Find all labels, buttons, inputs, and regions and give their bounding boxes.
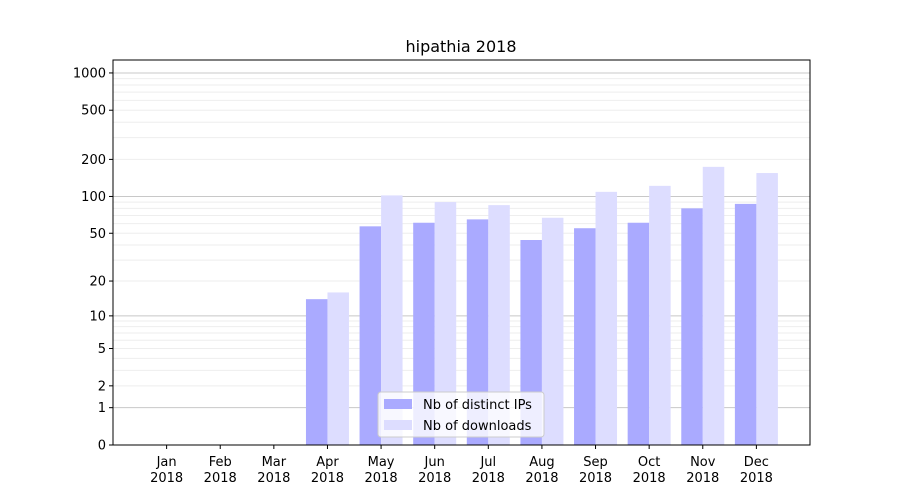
x-tick-label: Jan: [156, 455, 177, 470]
x-tick-label: Mar: [262, 455, 287, 470]
legend-label-downloads: Nb of downloads: [423, 419, 532, 434]
x-tick-label: 2018: [740, 471, 773, 486]
bar-downloads: [541, 217, 564, 445]
x-tick-label: 2018: [311, 471, 344, 486]
x-tick-label: May: [368, 455, 395, 470]
y-tick-label: 2: [98, 379, 106, 394]
x-tick-label: 2018: [472, 471, 505, 486]
bar-ips: [734, 203, 757, 445]
y-tick-label: 50: [89, 227, 106, 242]
x-tick-label: Nov: [690, 455, 716, 470]
y-tick-label: 100: [81, 190, 106, 205]
y-tick-label: 5: [98, 342, 106, 357]
x-tick-label: 2018: [579, 471, 612, 486]
bar-downloads: [434, 202, 457, 445]
y-tick-label: 200: [81, 153, 106, 168]
plot-frame: [112, 59, 811, 446]
chart-title: hipathia 2018: [405, 37, 516, 56]
bar-ips: [359, 226, 382, 445]
legend-label-ips: Nb of distinct IPs: [423, 398, 532, 413]
x-tick-label: Jul: [479, 455, 496, 470]
x-tick-label: Apr: [316, 455, 339, 470]
bar-downloads: [756, 173, 778, 445]
bar-ips: [681, 208, 703, 445]
y-tick-label: 1000: [73, 66, 106, 81]
bar-ips: [574, 228, 596, 445]
x-tick-label: Sep: [583, 455, 608, 470]
x-axis: Jan2018Feb2018Mar2018Apr2018May2018Jun20…: [150, 445, 773, 486]
bars: [305, 166, 778, 446]
x-tick-label: 2018: [257, 471, 290, 486]
bar-downloads: [381, 195, 403, 445]
y-axis: 0 1 2 5 10 20 50 100 200 500 1000: [73, 66, 113, 454]
x-tick-label: 2018: [365, 471, 398, 486]
legend-swatch-downloads: [384, 420, 412, 430]
bar-ips: [627, 222, 650, 445]
y-tick-label: 1: [98, 401, 106, 416]
bar-ips: [466, 219, 489, 445]
x-tick-label: Oct: [638, 455, 660, 470]
bar-downloads: [488, 205, 510, 445]
bar-downloads: [702, 166, 725, 445]
bar-downloads: [327, 292, 349, 445]
bar-downloads: [649, 185, 671, 446]
y-tick-label: 0: [98, 439, 106, 454]
bar-ips: [305, 299, 328, 445]
y-tick-label: 500: [81, 104, 106, 119]
bar-downloads: [595, 191, 618, 445]
y-tick-label: 10: [89, 309, 106, 324]
x-tick-label: 2018: [525, 471, 558, 486]
x-tick-label: 2018: [633, 471, 666, 486]
legend-box: [377, 391, 545, 438]
x-tick-label: 2018: [150, 471, 183, 486]
x-tick-label: Aug: [529, 455, 554, 470]
legend: Nb of distinct IPs Nb of downloads: [377, 391, 545, 438]
x-tick-label: 2018: [204, 471, 237, 486]
bar-ips: [413, 222, 435, 445]
x-tick-label: Jun: [424, 455, 445, 470]
legend-swatch-ips: [384, 399, 412, 409]
y-tick-label: 20: [89, 275, 106, 290]
x-tick-label: 2018: [418, 471, 451, 486]
x-tick-label: Feb: [209, 455, 232, 470]
x-tick-label: 2018: [686, 471, 719, 486]
x-tick-label: Dec: [744, 455, 769, 470]
